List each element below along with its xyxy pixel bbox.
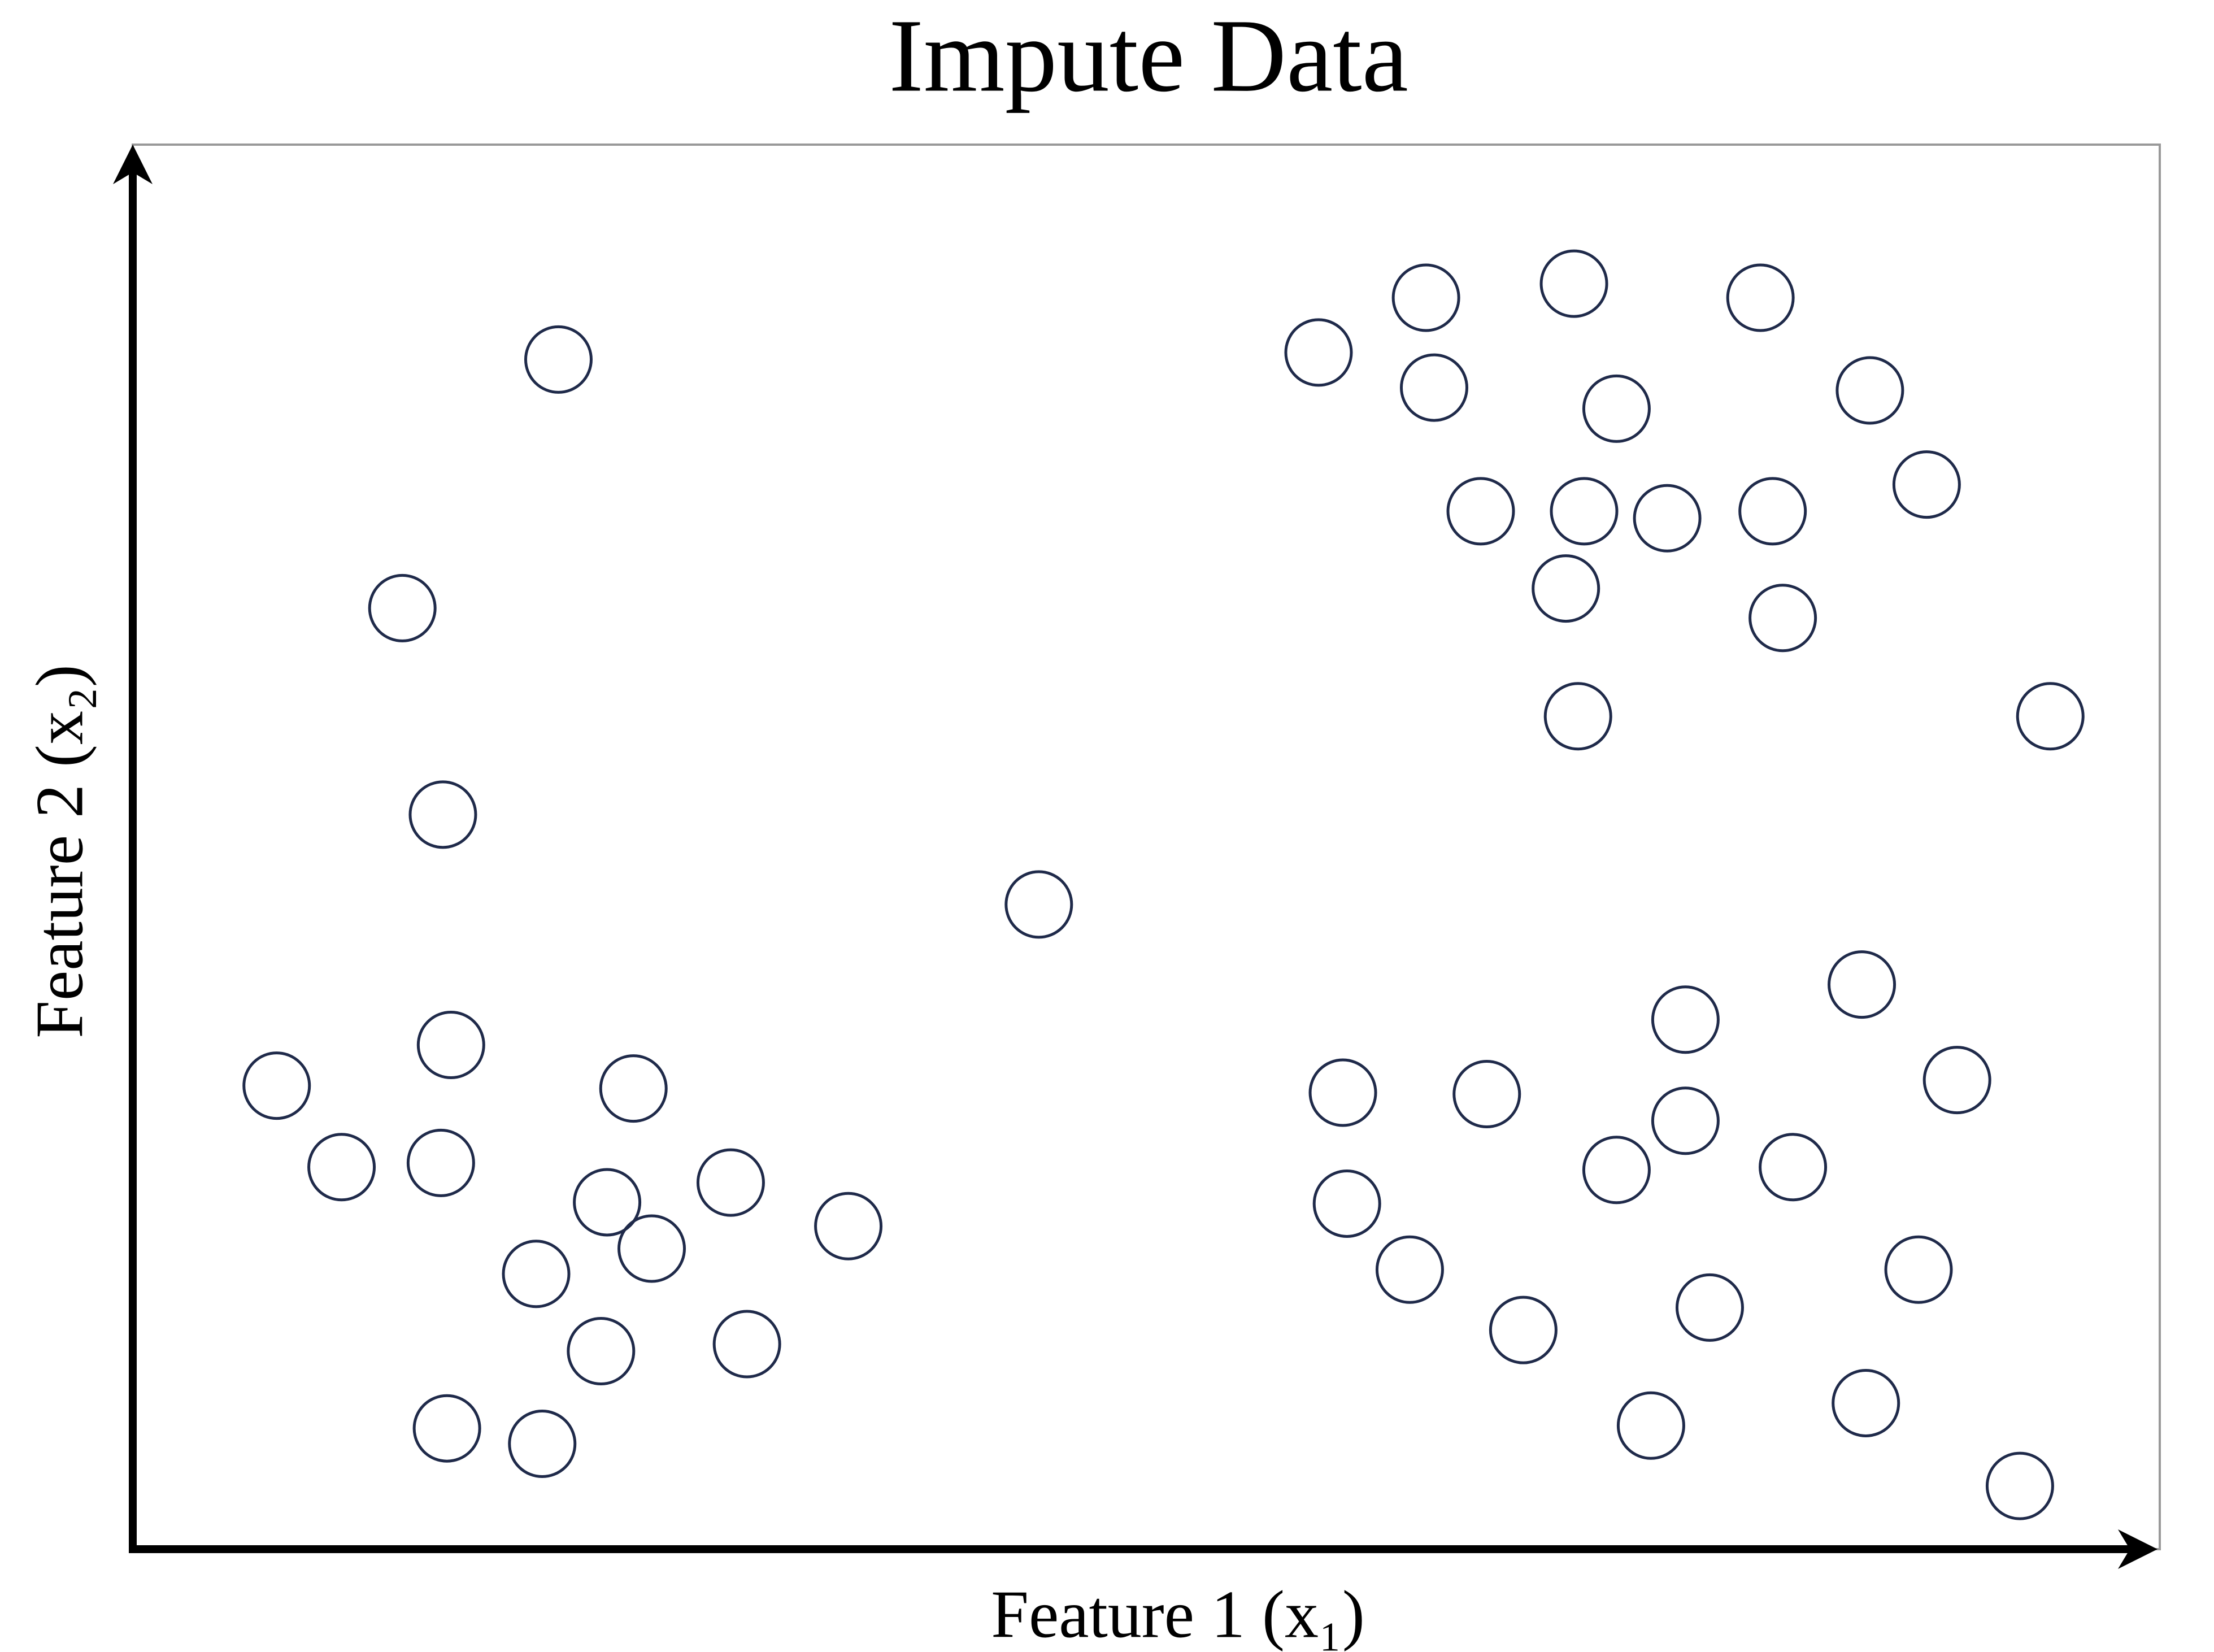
data-point [2016, 682, 2085, 751]
data-point [617, 1214, 686, 1283]
data-point [1399, 353, 1468, 422]
data-point [1446, 477, 1515, 546]
data-point [408, 780, 477, 849]
data-point [524, 325, 593, 394]
data-point [1532, 554, 1600, 623]
data-point [1312, 1169, 1381, 1238]
data-point [567, 1316, 636, 1385]
data-point [712, 1310, 781, 1379]
data-point [508, 1410, 577, 1479]
data-point [242, 1051, 311, 1120]
data-point [1892, 450, 1961, 519]
data-point [1004, 870, 1073, 939]
data-point [696, 1148, 765, 1217]
data-point [1582, 374, 1651, 443]
data-point [1616, 1391, 1685, 1460]
data-point [1884, 1235, 1953, 1304]
data-point [416, 1011, 485, 1080]
data-point [599, 1054, 668, 1123]
data-point [1633, 484, 1702, 553]
data-point [1832, 1368, 1900, 1437]
data-point [412, 1394, 481, 1463]
data-point [1391, 263, 1460, 332]
data-point [502, 1240, 571, 1308]
data-point [1375, 1235, 1444, 1304]
data-point [814, 1192, 883, 1260]
data-point [1284, 318, 1353, 387]
data-point [573, 1168, 642, 1237]
data-point [1738, 477, 1807, 546]
data-point [1308, 1058, 1377, 1127]
x-axis-label: Feature 1 (x₁) [991, 1577, 1365, 1652]
data-point [1759, 1133, 1828, 1202]
data-point [1452, 1060, 1521, 1129]
data-point [307, 1133, 376, 1202]
data-point [368, 573, 437, 642]
data-point [1835, 356, 1904, 425]
data-point [1675, 1273, 1744, 1342]
data-point [1489, 1295, 1558, 1364]
data-point [1985, 1451, 2054, 1520]
data-point [1828, 950, 1897, 1019]
y-axis-label: Feature 2 (x₂) [22, 664, 97, 1038]
data-point [1539, 249, 1608, 318]
data-point [1922, 1046, 1991, 1115]
data-point [1651, 1086, 1720, 1155]
data-point [1726, 263, 1795, 332]
data-point [1748, 584, 1817, 653]
data-point [1582, 1136, 1651, 1205]
data-point [406, 1128, 475, 1197]
data-point [1543, 682, 1612, 751]
data-point [1550, 477, 1619, 546]
chart-title: Impute Data [889, 0, 1408, 114]
data-point [1651, 985, 1720, 1054]
